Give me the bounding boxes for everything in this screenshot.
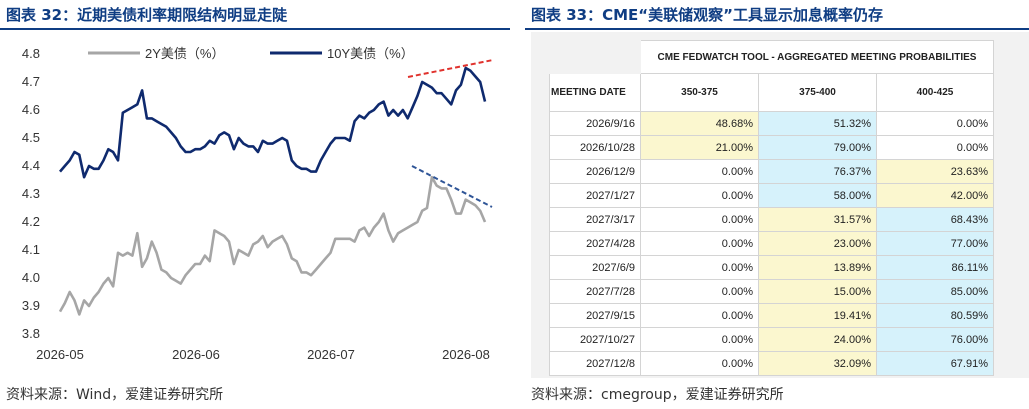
y-tick-label: 4.7 [22, 74, 40, 89]
table-row: 2027/9/15 0.00% 19.41% 80.59% [549, 303, 994, 328]
probability-cell: 77.00% [876, 231, 994, 256]
y-axis: 3.8 3.9 4.0 4.1 4.2 4.3 4.4 4.5 4.6 4.7 4.8 [22, 46, 40, 341]
column-header-350-375: 350-375 [640, 73, 759, 112]
table-row: 2027/1/27 0.00% 58.00% 42.00% [549, 183, 994, 208]
meeting-date-cell: 2027/1/27 [549, 183, 641, 208]
left-figure-title: 图表 32：近期美债利率期限结构明显走陡 [6, 6, 288, 24]
probability-cell: 0.00% [876, 135, 994, 160]
meeting-date-cell: 2027/9/15 [549, 303, 641, 328]
probability-cell: 76.37% [758, 159, 877, 184]
meeting-date-cell: 2026/9/16 [549, 111, 641, 136]
probability-cell: 24.00% [758, 327, 877, 352]
table-corner-cell [549, 40, 641, 74]
trend-line-10y [407, 59, 494, 78]
right-source-note: 资料来源：cmegroup，爱建证券研究所 [531, 387, 784, 403]
x-tick-label: 2026-05 [36, 347, 84, 362]
probability-cell: 0.00% [640, 207, 759, 232]
y-tick-label: 3.9 [22, 298, 40, 313]
y-tick-label: 4.3 [22, 186, 40, 201]
column-header-date: MEETING DATE [549, 73, 641, 112]
probability-cell: 76.00% [876, 327, 994, 352]
probability-cell: 0.00% [640, 351, 759, 376]
probability-cell: 86.11% [876, 255, 994, 280]
probability-cell: 13.89% [758, 255, 877, 280]
probability-cell: 0.00% [640, 255, 759, 280]
probability-cell: 0.00% [876, 111, 994, 136]
trend-annotations [407, 59, 494, 208]
probability-cell: 0.00% [640, 231, 759, 256]
series-lines [58, 66, 487, 316]
probability-cell: 23.00% [758, 231, 877, 256]
series-line-2y [58, 175, 487, 316]
meeting-date-cell: 2027/7/28 [549, 279, 641, 304]
y-tick-label: 4.0 [22, 270, 40, 285]
meeting-date-cell: 2027/6/9 [549, 255, 641, 280]
trend-line-2y [411, 165, 493, 208]
table-row: 2026/12/9 0.00% 76.37% 23.63% [549, 159, 994, 184]
x-axis: 2026-05 2026-06 2026-07 2026-08 [36, 347, 490, 362]
legend-label: 2Y美债（%） [145, 46, 224, 61]
x-tick-label: 2026-06 [172, 347, 220, 362]
left-source-note: 资料来源：Wind，爱建证券研究所 [6, 387, 224, 403]
meeting-date-cell: 2027/3/17 [549, 207, 641, 232]
probability-cell: 0.00% [640, 303, 759, 328]
probability-cell: 67.91% [876, 351, 994, 376]
x-tick-label: 2026-08 [442, 347, 490, 362]
meeting-date-cell: 2027/4/28 [549, 231, 641, 256]
probability-cell: 21.00% [640, 135, 759, 160]
probability-cell: 0.00% [640, 159, 759, 184]
table-body: 2026/9/16 48.68% 51.32% 0.00% 2026/10/28 21.0… [549, 111, 994, 376]
probability-cell: 80.59% [876, 303, 994, 328]
y-tick-label: 4.5 [22, 130, 40, 145]
table-row: 2027/7/28 0.00% 15.00% 85.00% [549, 279, 994, 304]
table-row: 2027/4/28 0.00% 23.00% 77.00% [549, 231, 994, 256]
probability-cell: 68.43% [876, 207, 994, 232]
probability-cell: 31.57% [758, 207, 877, 232]
probability-cell: 42.00% [876, 183, 994, 208]
fedwatch-probability-table: CME FEDWATCH TOOL - AGGREGATED MEETING P… [549, 40, 994, 376]
probability-cell: 0.00% [640, 327, 759, 352]
probability-cell: 79.00% [758, 135, 877, 160]
probability-cell: 58.00% [758, 183, 877, 208]
y-tick-label: 4.1 [22, 242, 40, 257]
probability-cell: 15.00% [758, 279, 877, 304]
y-tick-label: 3.8 [22, 326, 40, 341]
table-row: 2026/10/28 21.00% 79.00% 0.00% [549, 135, 994, 160]
y-tick-label: 4.6 [22, 102, 40, 117]
probability-cell: 51.32% [758, 111, 877, 136]
table-row: 2026/9/16 48.68% 51.32% 0.00% [549, 111, 994, 136]
meeting-date-cell: 2026/10/28 [549, 135, 641, 160]
table-row: 2027/6/9 0.00% 13.89% 86.11% [549, 255, 994, 280]
table-row: 2027/3/17 0.00% 31.57% 68.43% [549, 207, 994, 232]
legend-label: 10Y美债（%） [327, 46, 414, 61]
column-header-375-400: 375-400 [758, 73, 877, 112]
probability-cell: 48.68% [640, 111, 759, 136]
meeting-date-cell: 2027/10/27 [549, 327, 641, 352]
probability-cell: 23.63% [876, 159, 994, 184]
y-tick-label: 4.2 [22, 214, 40, 229]
probability-cell: 32.09% [758, 351, 877, 376]
series-line-10y [59, 66, 487, 179]
meeting-date-cell: 2026/12/9 [549, 159, 641, 184]
left-title-rule [0, 28, 510, 30]
table-row: 2027/10/27 0.00% 24.00% 76.00% [549, 327, 994, 352]
probability-cell: 19.41% [758, 303, 877, 328]
chart-legend: 2Y美债（%） 10Y美债（%） [88, 46, 414, 61]
x-tick-label: 2026-07 [307, 347, 355, 362]
probability-cell: 0.00% [640, 183, 759, 208]
column-header-400-425: 400-425 [876, 73, 994, 112]
yield-line-chart: 3.8 3.9 4.0 4.1 4.2 4.3 4.4 4.5 4.6 4.7 4.8 2026-0… [22, 46, 494, 362]
y-tick-label: 4.8 [22, 46, 40, 61]
table-title: CME FEDWATCH TOOL - AGGREGATED MEETING P… [640, 40, 994, 74]
probability-cell: 0.00% [640, 279, 759, 304]
y-tick-label: 4.4 [22, 158, 40, 173]
meeting-date-cell: 2027/12/8 [549, 351, 641, 376]
right-title-rule [525, 28, 1029, 30]
table-row: 2027/12/8 0.00% 32.09% 67.91% [549, 351, 994, 376]
right-figure-title: 图表 33：CME“美联储观察”工具显示加息概率仍存 [531, 6, 883, 24]
probability-cell: 85.00% [876, 279, 994, 304]
